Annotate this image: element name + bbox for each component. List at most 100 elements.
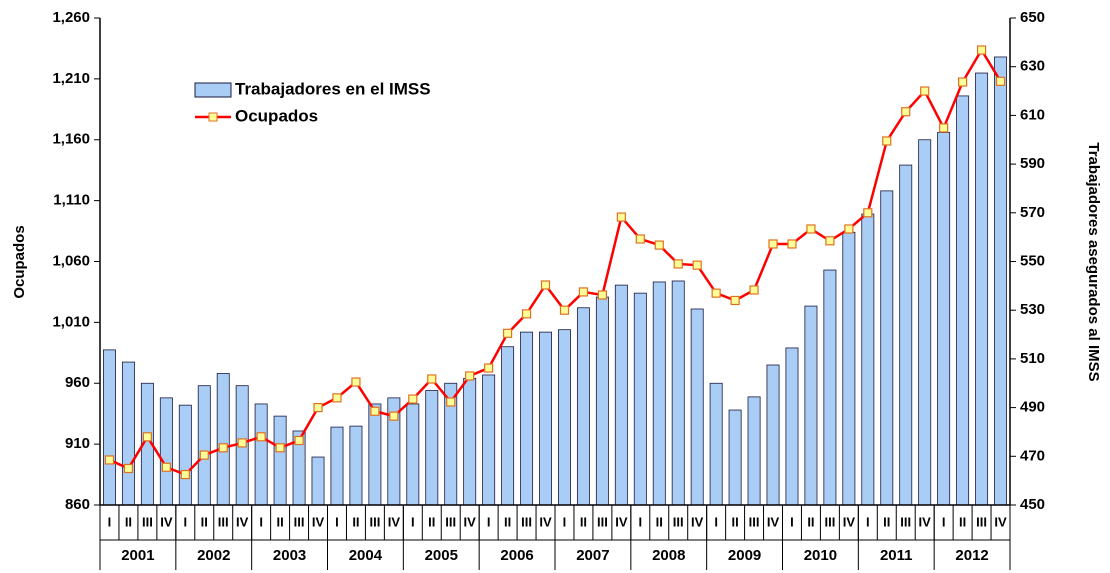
x-tick-label: III bbox=[976, 514, 987, 529]
x-tick-label: I bbox=[108, 514, 112, 529]
legend-label: Ocupados bbox=[235, 106, 318, 125]
marker bbox=[844, 224, 854, 234]
y2-tick-label: 630 bbox=[1020, 58, 1045, 75]
x-tick-label: III bbox=[294, 514, 305, 529]
bar bbox=[823, 269, 837, 506]
x-tick-label: IV bbox=[843, 514, 856, 529]
bar bbox=[595, 296, 609, 506]
bar bbox=[311, 456, 325, 506]
y2-tick-label: 570 bbox=[1020, 204, 1045, 221]
marker bbox=[370, 406, 380, 416]
bar bbox=[956, 95, 970, 506]
bar bbox=[463, 377, 477, 506]
y-tick-label: 1,010 bbox=[52, 313, 90, 330]
bar bbox=[330, 426, 344, 506]
marker bbox=[806, 224, 816, 234]
x-tick-label: IV bbox=[691, 514, 704, 529]
marker bbox=[332, 393, 342, 403]
x-tick-label: III bbox=[824, 514, 835, 529]
marker bbox=[995, 76, 1006, 86]
marker bbox=[540, 280, 551, 290]
marker bbox=[901, 107, 911, 117]
x-tick-label: III bbox=[142, 514, 153, 529]
bar bbox=[406, 403, 420, 506]
bar bbox=[576, 307, 590, 506]
year-label: 2011 bbox=[880, 547, 913, 564]
marker bbox=[597, 290, 607, 300]
bar bbox=[899, 164, 913, 506]
bar bbox=[842, 231, 856, 506]
marker bbox=[692, 260, 702, 270]
bar bbox=[690, 308, 704, 506]
marker bbox=[427, 374, 437, 384]
bar bbox=[558, 329, 571, 506]
legend-label: Trabajadores en el IMSS bbox=[235, 79, 431, 98]
x-tick-label: I bbox=[639, 514, 643, 529]
x-tick-label: II bbox=[428, 514, 435, 529]
year-label: 2001 bbox=[121, 547, 154, 564]
marker bbox=[123, 463, 134, 474]
bar bbox=[747, 396, 761, 506]
bar bbox=[709, 382, 723, 506]
marker bbox=[275, 443, 285, 453]
year-label: 2002 bbox=[197, 547, 230, 564]
bar bbox=[197, 385, 211, 506]
bar bbox=[804, 305, 818, 506]
x-tick-label: IV bbox=[539, 514, 552, 529]
marker bbox=[711, 288, 721, 298]
bar bbox=[633, 292, 647, 506]
marker bbox=[635, 234, 645, 244]
marker bbox=[578, 287, 589, 297]
bar bbox=[785, 347, 799, 506]
x-tick-label: II bbox=[807, 514, 814, 529]
marker bbox=[180, 469, 190, 480]
bar bbox=[975, 72, 989, 506]
bar bbox=[539, 331, 552, 506]
x-tick-label: IV bbox=[236, 514, 249, 529]
x-tick-label: IV bbox=[919, 514, 932, 529]
x-tick-label: IV bbox=[160, 514, 173, 529]
bar bbox=[425, 390, 439, 506]
bar bbox=[501, 346, 515, 506]
bar bbox=[614, 284, 628, 506]
bar bbox=[103, 349, 116, 506]
bar bbox=[671, 280, 685, 506]
y2-tick-label: 590 bbox=[1020, 155, 1045, 172]
marker bbox=[104, 455, 115, 465]
bar bbox=[482, 374, 496, 506]
marker bbox=[825, 236, 835, 246]
x-tick-label: IV bbox=[767, 514, 780, 529]
marker bbox=[446, 397, 456, 407]
x-tick-label: I bbox=[714, 514, 718, 529]
x-tick-label: II bbox=[580, 514, 587, 529]
x-tick-label: I bbox=[790, 514, 794, 529]
marker bbox=[161, 462, 171, 472]
marker bbox=[218, 443, 228, 453]
x-tick-label: IV bbox=[464, 514, 477, 529]
y-tick-label: 1,060 bbox=[52, 252, 90, 269]
marker bbox=[389, 411, 399, 421]
marker bbox=[787, 239, 797, 249]
x-tick-label: I bbox=[335, 514, 339, 529]
marker bbox=[199, 450, 209, 460]
bar bbox=[254, 403, 268, 506]
marker bbox=[559, 305, 570, 315]
x-tick-label: I bbox=[184, 514, 188, 529]
year-label: 2012 bbox=[955, 547, 988, 564]
marker bbox=[920, 86, 930, 96]
bar bbox=[994, 56, 1007, 506]
marker bbox=[939, 123, 949, 133]
x-tick-label: III bbox=[597, 514, 608, 529]
x-tick-label: II bbox=[201, 514, 208, 529]
bar bbox=[861, 213, 875, 506]
marker bbox=[673, 259, 683, 269]
marker bbox=[465, 371, 475, 381]
x-tick-label: III bbox=[218, 514, 229, 529]
marker bbox=[976, 45, 987, 55]
x-tick-label: III bbox=[521, 514, 532, 529]
marker bbox=[294, 435, 304, 446]
marker bbox=[484, 363, 494, 373]
y2-tick-label: 550 bbox=[1020, 252, 1045, 269]
marker bbox=[882, 136, 892, 146]
